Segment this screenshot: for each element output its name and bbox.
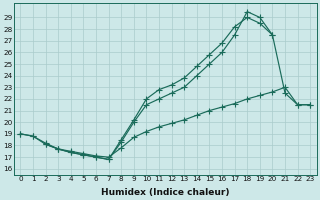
X-axis label: Humidex (Indice chaleur): Humidex (Indice chaleur) — [101, 188, 229, 197]
